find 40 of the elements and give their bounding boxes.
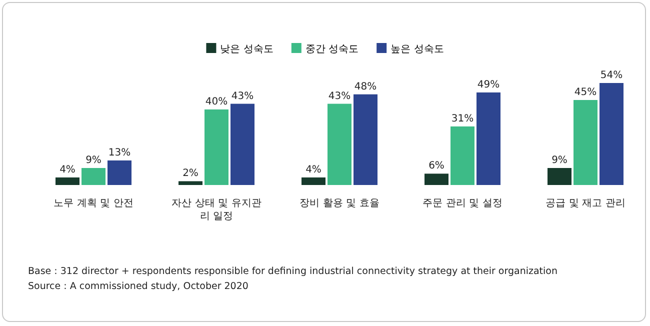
legend-label: 높은 성숙도 — [390, 44, 444, 55]
data-label: 6% — [428, 160, 444, 172]
data-label: 54% — [600, 70, 623, 81]
text: Base : 312 director + respondents responsible for defining industrial connectivity strategy at their organization — [28, 266, 558, 277]
source-note: Source : A commissioned study, October 2020 — [28, 281, 248, 292]
data-label: 40% — [205, 96, 228, 108]
bar — [230, 104, 254, 185]
data-label: 4% — [306, 164, 322, 176]
bar — [82, 168, 106, 185]
bar — [328, 104, 352, 185]
data-label: 9% — [86, 155, 102, 166]
bar — [354, 94, 378, 185]
bar — [600, 83, 624, 185]
x-tick-label: 자산 상태 및 유지관리 일정 — [170, 197, 262, 223]
data-label: 9% — [552, 155, 568, 166]
bar — [548, 168, 572, 185]
x-tick-label: 장비 활용 및 효율 — [298, 197, 380, 210]
legend-label: 낮은 성숙도 — [220, 44, 274, 55]
data-label: 4% — [60, 164, 76, 176]
data-label: 13% — [108, 147, 131, 158]
data-label: 49% — [477, 79, 500, 90]
bar — [476, 92, 500, 185]
data-label: 43% — [231, 90, 254, 102]
legend-label: 중간 성숙도 — [305, 44, 359, 55]
data-label: 43% — [328, 90, 351, 102]
data-label: 45% — [574, 87, 597, 98]
data-label: 2% — [182, 168, 198, 180]
data-label: 31% — [451, 113, 474, 124]
bar — [108, 160, 132, 185]
bar — [450, 126, 474, 185]
bar — [302, 177, 326, 185]
bar — [574, 100, 598, 185]
x-tick-label: 노무 계획 및 안전 — [52, 197, 134, 210]
bar — [424, 174, 448, 185]
x-tick-label: 공급 및 재고 관리 — [544, 197, 626, 210]
bar — [204, 109, 228, 185]
data-label: 48% — [354, 81, 377, 92]
bar — [178, 181, 202, 185]
x-tick-label: 주문 관리 및 설정 — [422, 197, 504, 210]
bar — [56, 177, 80, 185]
